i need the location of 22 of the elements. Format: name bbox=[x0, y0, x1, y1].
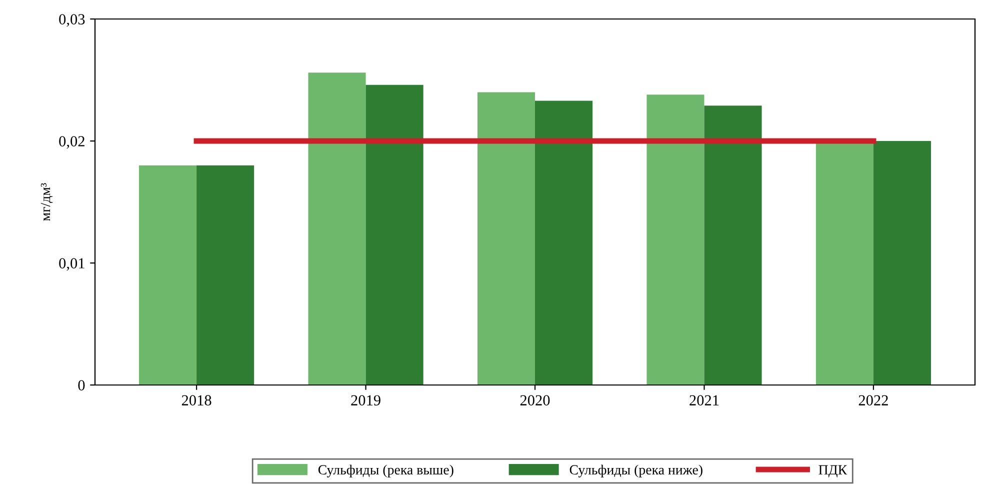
bar bbox=[366, 84, 424, 385]
bar bbox=[139, 165, 197, 385]
y-tick-label: 0,03 bbox=[59, 14, 85, 27]
bar bbox=[477, 92, 535, 385]
x-tick-label: 2019 bbox=[351, 395, 380, 406]
y-tick-label: 0,02 bbox=[59, 136, 84, 149]
y-tick-label: 0,01 bbox=[59, 258, 84, 271]
y-tick-label: 0 bbox=[78, 380, 85, 390]
x-tick-label: 2022 bbox=[858, 395, 888, 406]
legend-label: Сульфиды (река ниже) bbox=[570, 464, 702, 478]
bar bbox=[704, 106, 762, 385]
bar bbox=[873, 141, 931, 385]
legend-label: ПДК bbox=[818, 465, 848, 478]
bar bbox=[646, 94, 704, 385]
x-tick-label: 2018 bbox=[182, 395, 212, 406]
x-tick-label: 2021 bbox=[690, 395, 719, 406]
x-tick-label: 2020 bbox=[520, 395, 550, 406]
legend-label: Сульфиды (река выше) bbox=[318, 464, 454, 478]
bar bbox=[535, 100, 593, 385]
bar bbox=[196, 165, 254, 385]
bar bbox=[308, 72, 366, 385]
y-axis-title: мг/дм³ bbox=[40, 183, 53, 221]
